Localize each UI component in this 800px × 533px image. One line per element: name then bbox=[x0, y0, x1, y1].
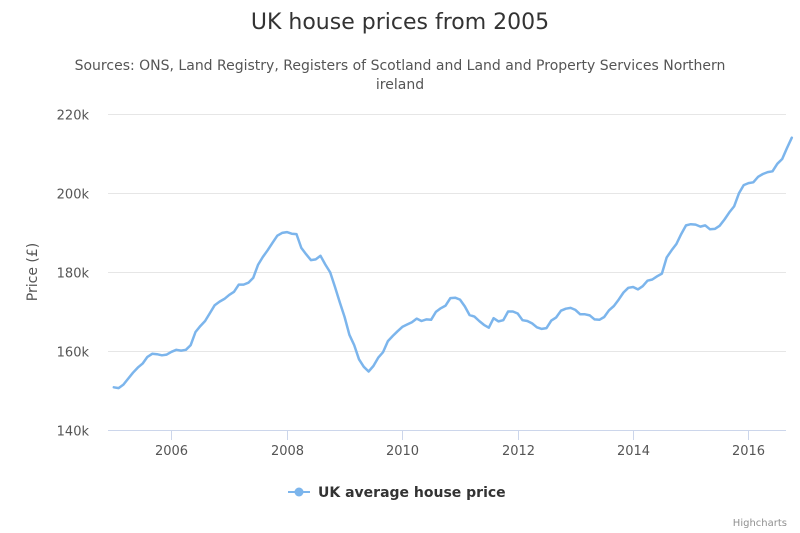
legend-label[interactable]: UK average house price bbox=[318, 485, 506, 501]
y-axis-labels: 140k 160k 180k 200k 220k bbox=[57, 109, 90, 440]
series-group bbox=[112, 136, 794, 390]
chart-subtitle-line-1: Sources: ONS, Land Registry, Registers o… bbox=[75, 58, 726, 74]
x-tick-label: 2008 bbox=[271, 444, 304, 459]
x-axis-labels: 2006 2008 2010 2012 2014 2016 bbox=[155, 444, 765, 459]
x-tick-label: 2010 bbox=[386, 444, 419, 459]
chart-title: UK house prices from 2005 bbox=[251, 10, 549, 35]
x-tick-label: 2012 bbox=[502, 444, 535, 459]
x-axis bbox=[108, 430, 786, 440]
y-tick-label: 220k bbox=[57, 109, 90, 124]
y-axis-title: Price (£) bbox=[25, 243, 41, 301]
chart-subtitle-line-2: ireland bbox=[376, 77, 424, 93]
y-tick-label: 200k bbox=[57, 188, 90, 203]
x-tick-label: 2014 bbox=[617, 444, 650, 459]
credits[interactable]: Highcharts bbox=[733, 518, 787, 529]
y-tick-label: 180k bbox=[57, 267, 90, 282]
y-tick-label: 160k bbox=[57, 346, 90, 361]
legend-item[interactable]: UK average house price bbox=[288, 485, 506, 501]
x-tick-label: 2006 bbox=[155, 444, 188, 459]
legend-marker-icon bbox=[294, 487, 304, 497]
x-tick-label: 2016 bbox=[732, 444, 765, 459]
y-tick-label: 140k bbox=[57, 425, 90, 440]
grid-lines bbox=[108, 114, 786, 352]
series-line[interactable] bbox=[112, 136, 794, 390]
